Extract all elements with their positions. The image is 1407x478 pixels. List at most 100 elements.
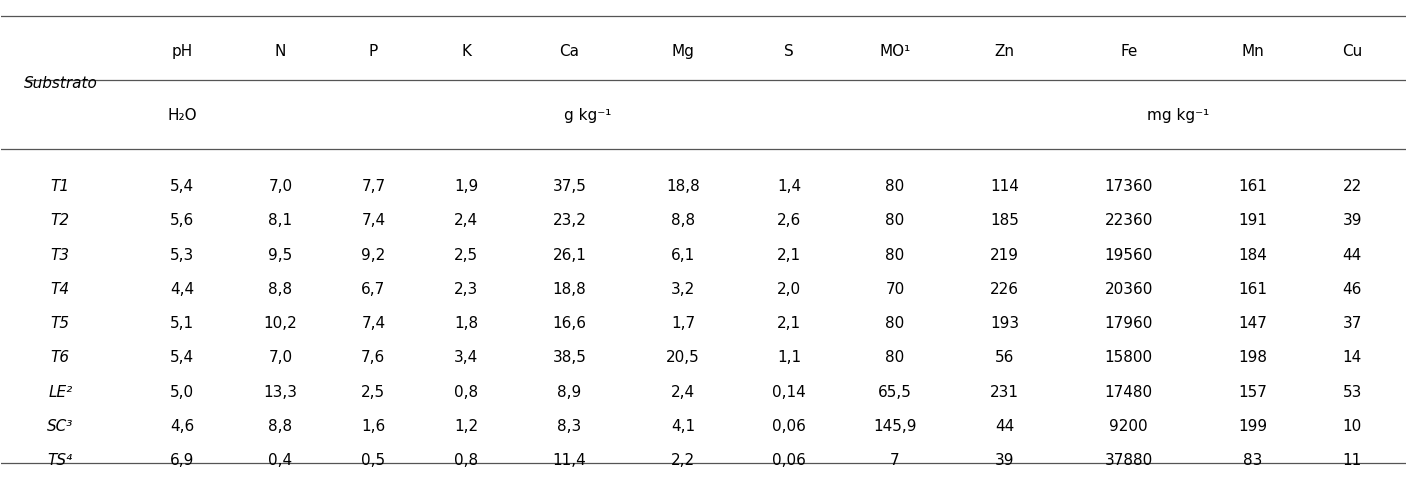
Text: 56: 56: [995, 350, 1014, 365]
Text: 39: 39: [995, 453, 1014, 468]
Text: SC³: SC³: [48, 419, 73, 434]
Text: 13,3: 13,3: [263, 384, 297, 400]
Text: 8,9: 8,9: [557, 384, 581, 400]
Text: 4,6: 4,6: [170, 419, 194, 434]
Text: 83: 83: [1242, 453, 1262, 468]
Text: 11,4: 11,4: [553, 453, 587, 468]
Text: 185: 185: [991, 214, 1019, 228]
Text: Mn: Mn: [1241, 44, 1263, 59]
Text: 147: 147: [1238, 316, 1268, 331]
Text: 7,4: 7,4: [362, 214, 386, 228]
Text: T4: T4: [51, 282, 70, 297]
Text: 5,4: 5,4: [170, 179, 194, 194]
Text: 14: 14: [1342, 350, 1362, 365]
Text: Cu: Cu: [1342, 44, 1362, 59]
Text: 219: 219: [991, 248, 1019, 262]
Text: 2,4: 2,4: [671, 384, 695, 400]
Text: 0,06: 0,06: [772, 419, 806, 434]
Text: 10,2: 10,2: [263, 316, 297, 331]
Text: 19560: 19560: [1104, 248, 1152, 262]
Text: 23,2: 23,2: [553, 214, 587, 228]
Text: MO¹: MO¹: [879, 44, 910, 59]
Text: 37: 37: [1342, 316, 1362, 331]
Text: 198: 198: [1238, 350, 1268, 365]
Text: 80: 80: [885, 248, 905, 262]
Text: 2,1: 2,1: [777, 248, 801, 262]
Text: 22: 22: [1342, 179, 1362, 194]
Text: 8,3: 8,3: [557, 419, 581, 434]
Text: 3,2: 3,2: [671, 282, 695, 297]
Text: 2,3: 2,3: [454, 282, 478, 297]
Text: 1,9: 1,9: [454, 179, 478, 194]
Text: 1,4: 1,4: [777, 179, 801, 194]
Text: 17360: 17360: [1104, 179, 1152, 194]
Text: 0,8: 0,8: [454, 384, 478, 400]
Text: 2,0: 2,0: [777, 282, 801, 297]
Text: 38,5: 38,5: [553, 350, 587, 365]
Text: 2,5: 2,5: [454, 248, 478, 262]
Text: 8,8: 8,8: [269, 419, 293, 434]
Text: P: P: [369, 44, 378, 59]
Text: 1,8: 1,8: [454, 316, 478, 331]
Text: 16,6: 16,6: [553, 316, 587, 331]
Text: 15800: 15800: [1104, 350, 1152, 365]
Text: 5,1: 5,1: [170, 316, 194, 331]
Text: H₂O: H₂O: [167, 108, 197, 123]
Text: 18,8: 18,8: [553, 282, 587, 297]
Text: g kg⁻¹: g kg⁻¹: [564, 108, 612, 123]
Text: 4,1: 4,1: [671, 419, 695, 434]
Text: 80: 80: [885, 179, 905, 194]
Text: 2,5: 2,5: [362, 384, 386, 400]
Text: 5,3: 5,3: [170, 248, 194, 262]
Text: 157: 157: [1238, 384, 1268, 400]
Text: mg kg⁻¹: mg kg⁻¹: [1147, 108, 1210, 123]
Text: 39: 39: [1342, 214, 1362, 228]
Text: 70: 70: [885, 282, 905, 297]
Text: 44: 44: [1342, 248, 1362, 262]
Text: 20,5: 20,5: [667, 350, 701, 365]
Text: 53: 53: [1342, 384, 1362, 400]
Text: 5,0: 5,0: [170, 384, 194, 400]
Text: 65,5: 65,5: [878, 384, 912, 400]
Text: 0,8: 0,8: [454, 453, 478, 468]
Text: 161: 161: [1238, 179, 1268, 194]
Text: 26,1: 26,1: [553, 248, 587, 262]
Text: 37880: 37880: [1104, 453, 1152, 468]
Text: 7,0: 7,0: [269, 179, 293, 194]
Text: T6: T6: [51, 350, 70, 365]
Text: 8,8: 8,8: [671, 214, 695, 228]
Text: 1,2: 1,2: [454, 419, 478, 434]
Text: 22360: 22360: [1104, 214, 1152, 228]
Text: 17480: 17480: [1104, 384, 1152, 400]
Text: Mg: Mg: [671, 44, 695, 59]
Text: Substrato: Substrato: [24, 76, 97, 91]
Text: 0,4: 0,4: [269, 453, 293, 468]
Text: 2,1: 2,1: [777, 316, 801, 331]
Text: 46: 46: [1342, 282, 1362, 297]
Text: Fe: Fe: [1120, 44, 1137, 59]
Text: 9,5: 9,5: [269, 248, 293, 262]
Text: N: N: [274, 44, 286, 59]
Text: 6,7: 6,7: [362, 282, 386, 297]
Text: 5,4: 5,4: [170, 350, 194, 365]
Text: 7,7: 7,7: [362, 179, 386, 194]
Text: 1,7: 1,7: [671, 316, 695, 331]
Text: 2,6: 2,6: [777, 214, 801, 228]
Text: Ca: Ca: [560, 44, 580, 59]
Text: 0,5: 0,5: [362, 453, 386, 468]
Text: 80: 80: [885, 350, 905, 365]
Text: 161: 161: [1238, 282, 1268, 297]
Text: 7,6: 7,6: [362, 350, 386, 365]
Text: 7,0: 7,0: [269, 350, 293, 365]
Text: 0,14: 0,14: [772, 384, 806, 400]
Text: 20360: 20360: [1104, 282, 1152, 297]
Text: 6,1: 6,1: [671, 248, 695, 262]
Text: 80: 80: [885, 316, 905, 331]
Text: 191: 191: [1238, 214, 1268, 228]
Text: 2,2: 2,2: [671, 453, 695, 468]
Text: TS⁴: TS⁴: [48, 453, 73, 468]
Text: 231: 231: [991, 384, 1019, 400]
Text: 44: 44: [995, 419, 1014, 434]
Text: pH: pH: [172, 44, 193, 59]
Text: 17960: 17960: [1104, 316, 1152, 331]
